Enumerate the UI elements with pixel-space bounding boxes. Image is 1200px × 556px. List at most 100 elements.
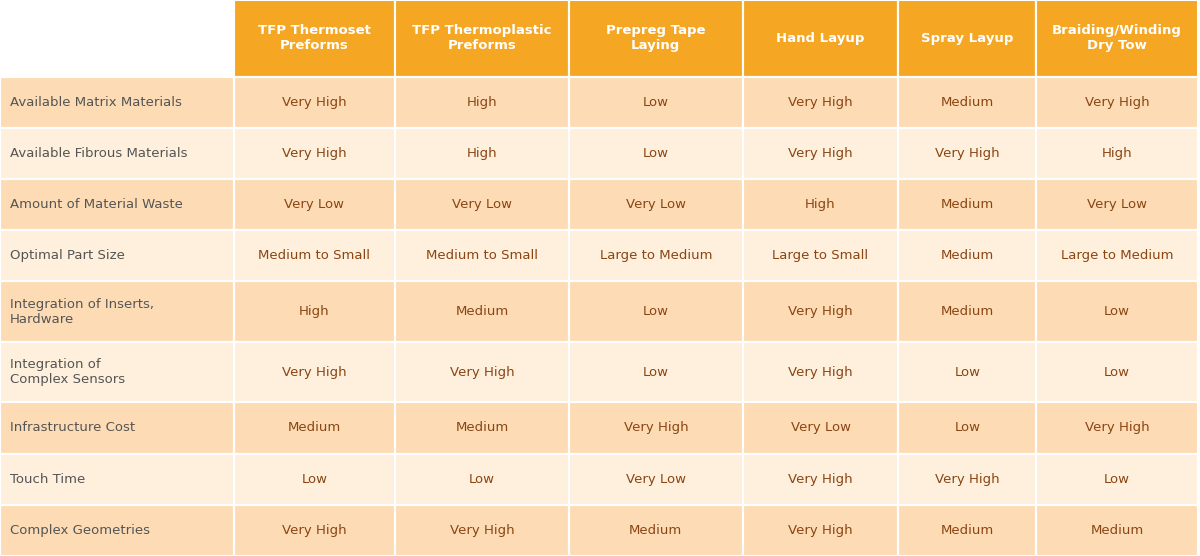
Bar (395, 77, 569, 128)
Bar (569, 179, 743, 230)
Text: Very High: Very High (282, 366, 347, 379)
Text: Very High: Very High (624, 421, 688, 434)
Text: Very High: Very High (282, 524, 347, 537)
Bar (395, 0, 569, 77)
Text: Low: Low (1104, 473, 1130, 485)
Bar (0, 454, 234, 505)
Bar (234, 342, 395, 403)
Bar (569, 454, 743, 505)
Bar (0, 403, 234, 454)
Bar (1036, 0, 1198, 77)
Text: Medium to Small: Medium to Small (426, 249, 538, 262)
Bar (569, 230, 743, 281)
Text: Medium: Medium (456, 421, 509, 434)
Bar (743, 0, 899, 77)
Text: Very Low: Very Low (452, 198, 512, 211)
Text: Very High: Very High (450, 366, 515, 379)
Text: Very High: Very High (282, 147, 347, 160)
Text: Medium to Small: Medium to Small (258, 249, 371, 262)
Text: Large to Medium: Large to Medium (1061, 249, 1174, 262)
Bar (395, 505, 569, 556)
Text: Medium: Medium (941, 198, 994, 211)
Text: High: High (467, 96, 498, 108)
Text: Optimal Part Size: Optimal Part Size (10, 249, 125, 262)
Bar (899, 0, 1036, 77)
Text: Medium: Medium (1091, 524, 1144, 537)
Bar (1036, 179, 1198, 230)
Text: Low: Low (469, 473, 496, 485)
Bar (1036, 230, 1198, 281)
Text: High: High (467, 147, 498, 160)
Text: Very Low: Very Low (791, 421, 851, 434)
Text: Very High: Very High (788, 366, 853, 379)
Bar (0, 0, 234, 77)
Bar (395, 179, 569, 230)
Bar (743, 342, 899, 403)
Text: TFP Thermoset
Preforms: TFP Thermoset Preforms (258, 24, 371, 52)
Bar (743, 403, 899, 454)
Text: Low: Low (1104, 305, 1130, 318)
Bar (234, 128, 395, 179)
Bar (234, 179, 395, 230)
Bar (0, 281, 234, 342)
Text: Very High: Very High (788, 147, 853, 160)
Bar (234, 281, 395, 342)
Bar (0, 77, 234, 128)
Bar (899, 179, 1036, 230)
Text: Low: Low (643, 96, 668, 108)
Text: Amount of Material Waste: Amount of Material Waste (10, 198, 182, 211)
Bar (569, 77, 743, 128)
Text: Large to Small: Large to Small (773, 249, 869, 262)
Bar (899, 342, 1036, 403)
Bar (0, 230, 234, 281)
Bar (743, 281, 899, 342)
Bar (395, 128, 569, 179)
Bar (1036, 128, 1198, 179)
Text: Very High: Very High (788, 473, 853, 485)
Text: Medium: Medium (629, 524, 683, 537)
Text: Medium: Medium (456, 305, 509, 318)
Text: Very High: Very High (935, 473, 1000, 485)
Text: Low: Low (954, 366, 980, 379)
Text: Available Matrix Materials: Available Matrix Materials (10, 96, 181, 108)
Bar (234, 230, 395, 281)
Bar (1036, 403, 1198, 454)
Text: Very High: Very High (1085, 421, 1150, 434)
Bar (234, 77, 395, 128)
Bar (743, 128, 899, 179)
Bar (569, 0, 743, 77)
Bar (899, 281, 1036, 342)
Bar (899, 454, 1036, 505)
Bar (0, 179, 234, 230)
Bar (0, 505, 234, 556)
Bar (569, 281, 743, 342)
Text: Very High: Very High (788, 305, 853, 318)
Bar (899, 505, 1036, 556)
Text: Very Low: Very Low (284, 198, 344, 211)
Text: Medium: Medium (941, 305, 994, 318)
Bar (569, 128, 743, 179)
Text: Integration of Inserts,
Hardware: Integration of Inserts, Hardware (10, 297, 154, 326)
Text: Very High: Very High (450, 524, 515, 537)
Bar (899, 128, 1036, 179)
Text: Low: Low (301, 473, 328, 485)
Bar (0, 342, 234, 403)
Bar (569, 505, 743, 556)
Text: Very High: Very High (788, 96, 853, 108)
Text: Large to Medium: Large to Medium (600, 249, 712, 262)
Bar (569, 403, 743, 454)
Text: Very High: Very High (282, 96, 347, 108)
Text: Low: Low (643, 366, 668, 379)
Bar (234, 0, 395, 77)
Bar (743, 454, 899, 505)
Text: Hand Layup: Hand Layup (776, 32, 865, 45)
Text: Infrastructure Cost: Infrastructure Cost (10, 421, 134, 434)
Text: Complex Geometries: Complex Geometries (10, 524, 150, 537)
Bar (395, 230, 569, 281)
Bar (569, 342, 743, 403)
Bar (1036, 505, 1198, 556)
Bar (1036, 342, 1198, 403)
Bar (395, 281, 569, 342)
Text: High: High (1102, 147, 1133, 160)
Text: Medium: Medium (941, 524, 994, 537)
